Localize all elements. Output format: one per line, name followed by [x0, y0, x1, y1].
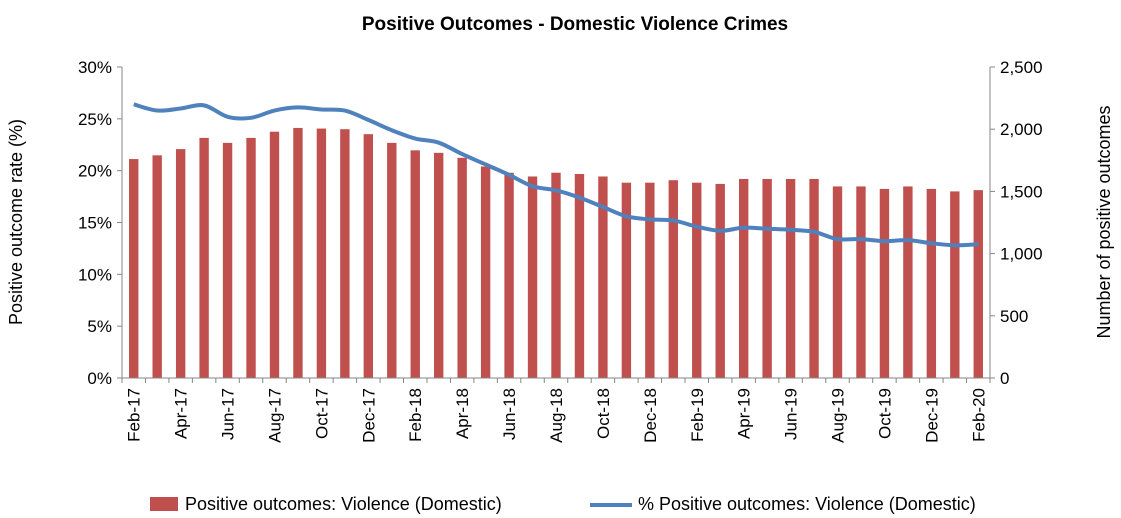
x-tick-label: Jun-17 — [219, 388, 238, 440]
y-left-tick-label: 0% — [87, 369, 112, 388]
bar-Jan-20 — [950, 191, 960, 378]
bar-Jun-19 — [785, 178, 796, 378]
bar-Nov-19 — [903, 186, 913, 378]
x-tick-label: Oct-17 — [312, 388, 331, 439]
x-tick-label: Apr-17 — [172, 388, 191, 439]
legend: Positive outcomes: Violence (Domestic) %… — [150, 494, 976, 514]
bar-Nov-17 — [340, 129, 350, 378]
y-axis-left-ticks: 0% 5% 10% 15% 20% 25% 30% — [78, 58, 122, 388]
bar-Aug-19 — [832, 186, 843, 378]
bar-Aug-18 — [551, 172, 561, 378]
bar-Feb-18 — [410, 150, 420, 378]
series-line-percent — [133, 102, 979, 248]
bar-Sep-18 — [574, 173, 585, 378]
y-right-tick-label: 500 — [1000, 307, 1028, 326]
y-left-tick-label: 5% — [87, 317, 112, 336]
x-tick-label: Dec-19 — [922, 388, 941, 443]
bar-May-18 — [480, 166, 491, 378]
bar-Oct-19 — [879, 188, 890, 378]
bar-Apr-18 — [457, 157, 467, 378]
bar-Mar-19 — [715, 183, 725, 378]
x-axis-ticks: Feb-17 Apr-17 Jun-17 Aug-17 Oct-17 Dec-17 Feb-… — [121, 378, 991, 443]
x-tick-label: Feb-18 — [406, 388, 425, 442]
y-right-tick-label: 0 — [1000, 369, 1009, 388]
bar-Jul-19 — [809, 178, 819, 378]
bar-Dec-17 — [363, 134, 374, 378]
bar-Nov-18 — [621, 182, 632, 378]
y-left-tick-label: 10% — [78, 265, 112, 284]
y-right-tick-label: 1,500 — [1000, 182, 1043, 201]
bar-Dec-18 — [645, 182, 655, 378]
x-tick-label: Feb-19 — [688, 388, 707, 442]
bar-Jan-18 — [387, 142, 397, 378]
bar-May-17 — [199, 137, 209, 378]
x-tick-label: Aug-17 — [265, 388, 284, 443]
x-tick-label: Jun-18 — [500, 388, 519, 440]
bar-Mar-17 — [152, 155, 162, 378]
legend-line-label: % Positive outcomes: Violence (Domestic) — [638, 494, 976, 514]
y-left-tick-label: 15% — [78, 214, 112, 233]
x-tick-label: Dec-17 — [359, 388, 378, 443]
bar-Apr-19 — [738, 178, 749, 378]
bar-Aug-17 — [269, 131, 280, 378]
bar-May-19 — [762, 178, 772, 378]
bar-Feb-20 — [973, 190, 983, 378]
legend-bar-swatch — [150, 497, 178, 511]
y-axis-right-label: Number of positive outcomes — [1094, 105, 1114, 338]
chart-title: Positive Outcomes - Domestic Violence Cr… — [362, 14, 788, 35]
x-tick-label: Feb-20 — [969, 388, 988, 442]
x-tick-label: Jun-19 — [782, 388, 801, 440]
bar-Jun-17 — [222, 142, 233, 378]
line-series-percent-positive-outcomes — [133, 102, 979, 248]
bar-Feb-17 — [129, 159, 139, 378]
bar-Sep-17 — [293, 127, 303, 379]
x-tick-label: Apr-19 — [735, 388, 754, 439]
x-tick-label: Feb-17 — [125, 388, 144, 442]
y-left-tick-label: 25% — [78, 110, 112, 129]
x-tick-label: Dec-18 — [641, 388, 660, 443]
x-tick-label: Oct-19 — [875, 388, 894, 439]
y-right-tick-label: 2,000 — [1000, 120, 1043, 139]
bar-Jul-18 — [527, 176, 538, 378]
x-tick-label: Apr-18 — [453, 388, 472, 439]
bar-Jan-19 — [668, 180, 678, 378]
bar-Feb-19 — [692, 182, 702, 378]
bar-series-positive-outcomes — [129, 127, 983, 379]
y-axis-right-ticks: 0 500 1,000 1,500 2,000 2,500 — [990, 58, 1043, 388]
y-left-tick-label: 30% — [78, 58, 112, 77]
bar-Apr-17 — [175, 149, 186, 378]
bar-Dec-19 — [926, 188, 937, 378]
bar-Jul-17 — [246, 137, 256, 378]
y-right-tick-label: 1,000 — [1000, 245, 1043, 264]
x-tick-label: Oct-18 — [594, 388, 613, 439]
y-right-tick-label: 2,500 — [1000, 58, 1043, 77]
bar-Sep-19 — [856, 186, 866, 378]
bar-Mar-18 — [434, 152, 444, 378]
legend-bar-label: Positive outcomes: Violence (Domestic) — [185, 494, 502, 514]
x-tick-label: Aug-18 — [547, 388, 566, 443]
y-axis-left-label: Positive outcome rate (%) — [6, 119, 26, 325]
bar-Oct-18 — [598, 176, 608, 378]
bar-Oct-17 — [316, 128, 327, 378]
x-tick-label: Aug-19 — [829, 388, 848, 443]
bar-Jun-18 — [504, 172, 514, 378]
y-left-tick-label: 20% — [78, 162, 112, 181]
